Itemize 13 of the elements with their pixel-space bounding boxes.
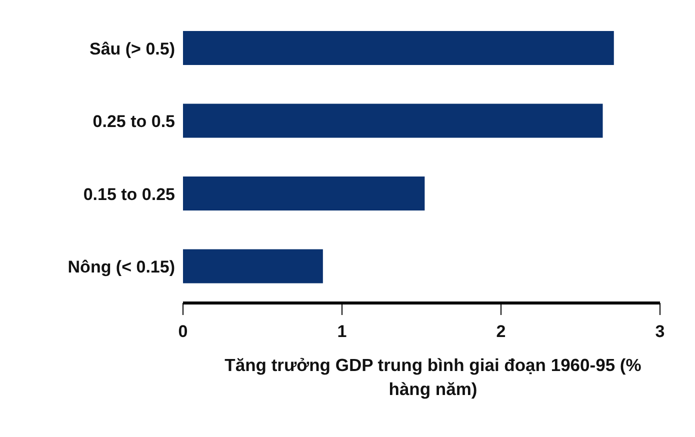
x-tick-label: 1 [337,322,347,342]
y-tick-label: 0.25 to 0.5 [92,112,175,132]
bar [183,249,323,284]
bar [183,176,425,210]
x-tick-label: 2 [496,322,506,342]
y-tick-label: Nông (< 0.15) [68,258,175,277]
x-axis-title: Tăng trưởng GDP trung bình giai đoạn 1960-95 (% hàng năm) [224,354,642,401]
bar [183,31,614,65]
bar [183,104,603,138]
y-tick-label: 0.15 to 0.25 [83,184,175,204]
x-tick-label: 0 [178,322,188,342]
y-tick-label: Sâu (> 0.5) [89,39,175,58]
x-tick-label: 3 [655,322,665,342]
